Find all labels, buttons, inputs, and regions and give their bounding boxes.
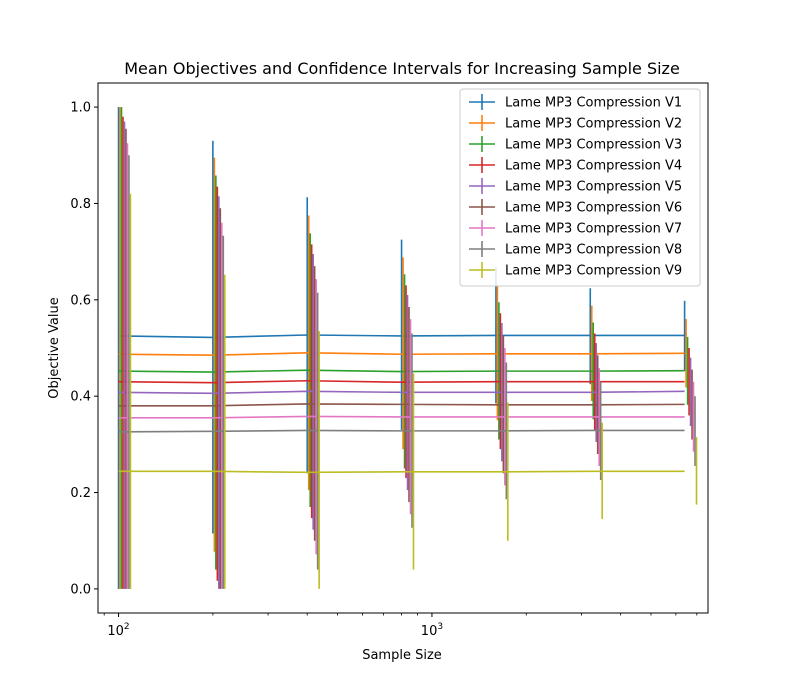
series-v6 (118, 128, 693, 589)
series-v9 (118, 193, 698, 589)
y-axis-label: Objective Value (47, 297, 62, 398)
legend-label: Lame MP3 Compression V9 (505, 264, 682, 279)
x-axis-label: Sample Size (362, 648, 442, 663)
series-layer (117, 107, 698, 589)
legend-label: Lame MP3 Compression V1 (505, 96, 682, 111)
legend-item: Lame MP3 Compression V7 (469, 220, 682, 237)
legend-item: Lame MP3 Compression V1 (469, 94, 682, 111)
y-tick-label: 0.8 (70, 197, 91, 212)
legend-label: Lame MP3 Compression V3 (505, 138, 682, 153)
y-tick-label: 0.4 (70, 390, 91, 405)
legend-item: Lame MP3 Compression V3 (469, 136, 682, 153)
chart-title: Mean Objectives and Confidence Intervals… (124, 59, 680, 78)
legend-box (459, 88, 701, 287)
legend-label: Lame MP3 Compression V8 (505, 243, 682, 258)
legend-label: Lame MP3 Compression V7 (505, 222, 682, 237)
series-v2 (118, 107, 687, 589)
mean-line (118, 429, 685, 433)
legend: Lame MP3 Compression V1 Lame MP3 Compress… (459, 88, 701, 287)
y-tick-label: 0.0 (70, 582, 91, 597)
mean-line (118, 352, 685, 357)
plot-frame (97, 82, 709, 614)
y-tick-label: 0.2 (70, 486, 91, 501)
legend-item: Lame MP3 Compression V2 (469, 115, 682, 132)
legend-item: Lame MP3 Compression V4 (469, 157, 682, 174)
series-v1 (117, 107, 686, 589)
mean-line (118, 470, 685, 474)
mean-line (118, 379, 685, 384)
legend-label: Lame MP3 Compression V5 (505, 180, 682, 195)
mean-line (118, 369, 685, 373)
series-v8 (118, 155, 696, 589)
legend-item: Lame MP3 Compression V9 (469, 262, 682, 279)
series-v5 (118, 121, 692, 589)
y-axis-ticks: 0.0 0.2 0.4 0.6 0.8 1.0 (70, 101, 98, 597)
series-v3 (118, 107, 689, 589)
legend-label: Lame MP3 Compression V6 (505, 201, 682, 216)
legend-label: Lame MP3 Compression V2 (505, 117, 682, 132)
mean-line (118, 390, 685, 395)
mean-line (118, 403, 685, 407)
legend-item: Lame MP3 Compression V5 (469, 178, 682, 195)
legend-label: Lame MP3 Compression V4 (505, 159, 682, 174)
legend-item: Lame MP3 Compression V8 (469, 241, 682, 258)
mean-line (118, 415, 685, 419)
legend-item: Lame MP3 Compression V6 (469, 199, 682, 216)
y-tick-label: 1.0 (70, 101, 91, 116)
y-tick-label: 0.6 (70, 293, 91, 308)
series-v7 (118, 143, 695, 589)
